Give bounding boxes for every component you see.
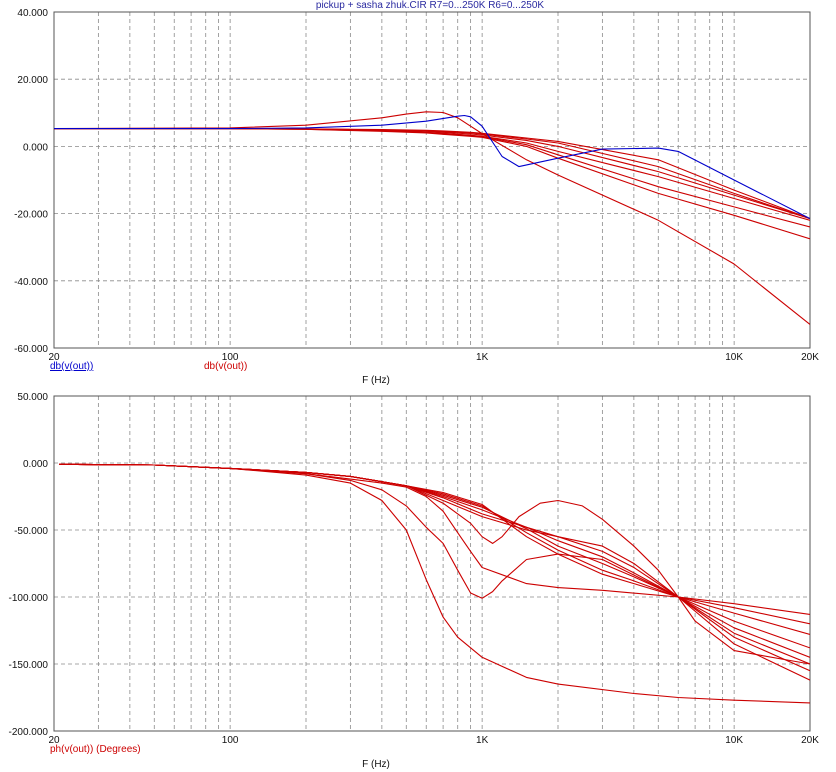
plot-frame <box>53 11 811 349</box>
x-tick-label: 100 <box>222 352 239 363</box>
x-axis-label: F (Hz) <box>362 759 390 770</box>
y-tick-label: -200.000 <box>9 727 49 738</box>
y-tick-label: -150.000 <box>9 660 49 671</box>
y-tick-label: -50.000 <box>14 526 48 537</box>
magnitude-chart: 40.00020.0000.000-20.000-40.000-60.00020… <box>14 8 819 386</box>
series-line <box>59 463 810 615</box>
legend-entry: db(v(out)) <box>204 361 247 372</box>
y-tick-label: -60.000 <box>14 344 48 355</box>
x-tick-label: 20K <box>801 735 819 746</box>
y-tick-label: -40.000 <box>14 277 48 288</box>
x-tick-label: 10K <box>725 352 743 363</box>
x-tick-label: 1K <box>476 352 489 363</box>
window-title: pickup + sasha zhuk.CIR R7=0...250K R6=0… <box>316 0 545 11</box>
y-tick-label: 0.000 <box>23 459 48 470</box>
y-tick-label: 40.000 <box>17 8 48 19</box>
series-line <box>54 128 810 220</box>
series-line <box>54 114 810 220</box>
x-axis-label: F (Hz) <box>362 375 390 386</box>
series-line <box>59 463 810 704</box>
legend-entry: db(v(out)) <box>50 361 93 372</box>
x-tick-label: 1K <box>476 735 489 746</box>
y-tick-label: 20.000 <box>17 75 48 86</box>
series-line <box>59 463 810 625</box>
plot-frame <box>53 395 811 732</box>
series-line <box>54 128 810 220</box>
x-tick-label: 100 <box>222 735 239 746</box>
x-tick-label: 20K <box>801 352 819 363</box>
legend-entry: ph(v(out)) (Degrees) <box>50 744 141 755</box>
x-tick-label: 20 <box>48 352 60 363</box>
x-tick-label: 20 <box>48 735 60 746</box>
series-line <box>54 128 810 221</box>
y-tick-label: -100.000 <box>9 593 49 604</box>
x-tick-label: 10K <box>725 735 743 746</box>
y-tick-label: -20.000 <box>14 210 48 221</box>
series-line <box>54 111 810 325</box>
series-line <box>54 128 810 228</box>
series-line <box>54 128 810 220</box>
y-tick-label: 0.000 <box>23 142 48 153</box>
y-tick-label: 50.000 <box>17 392 48 403</box>
phase-chart: 50.000 0.000 -50.000 -100.000 -150.000 -200.0… <box>9 392 820 770</box>
